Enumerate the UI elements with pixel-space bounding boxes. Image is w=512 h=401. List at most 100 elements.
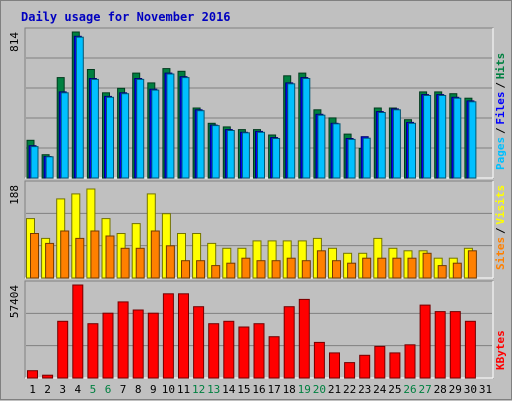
x-tick-label-day-18: 18 (283, 383, 296, 396)
x-tick-label-day-8: 8 (135, 383, 142, 396)
bar-kbytes-day-2 (42, 374, 54, 379)
bar-kbytes-day-16 (253, 323, 265, 379)
bar-pages-day-18 (287, 83, 296, 179)
bar-sites-day-2 (45, 242, 55, 279)
bar-sites-day-28 (437, 265, 447, 279)
bar-sites-day-24 (377, 257, 387, 279)
bar-sites-day-4 (75, 237, 85, 279)
x-tick-label-day-25: 25 (388, 383, 401, 396)
bar-sites-day-1 (30, 233, 39, 279)
bar-kbytes-day-1 (27, 370, 38, 379)
x-tick-label-day-27: 27 (418, 383, 431, 396)
x-tick-label-day-4: 4 (74, 383, 81, 396)
bar-kbytes-day-11 (178, 293, 189, 379)
x-tick-label-day-21: 21 (328, 383, 341, 396)
bar-kbytes-day-30 (464, 320, 476, 379)
bar-sites-day-26 (407, 257, 417, 279)
x-tick-label-day-7: 7 (120, 383, 127, 396)
x-tick-label-day-29: 29 (449, 383, 462, 396)
bar-kbytes-day-19 (298, 298, 310, 379)
bar-sites-day-27 (422, 252, 432, 279)
x-tick-label-day-20: 20 (313, 383, 326, 396)
bar-pages-day-9 (151, 89, 160, 179)
bar-sites-day-19 (301, 260, 311, 279)
bar-kbytes-day-27 (419, 304, 431, 379)
bar-sites-day-17 (271, 260, 281, 279)
bar-kbytes-day-25 (389, 352, 401, 379)
bar-kbytes-day-15 (238, 326, 250, 379)
bar-pages-day-23 (362, 137, 371, 179)
bar-pages-day-14 (226, 130, 235, 179)
x-tick-label-day-17: 17 (267, 383, 280, 396)
legend-label-sites: Sites (494, 237, 507, 270)
bar-pages-day-20 (317, 114, 326, 179)
panel-hits_files_pages-ymax-label: 814 (8, 32, 21, 52)
x-tick-label-day-6: 6 (105, 383, 112, 396)
bar-sites-day-21 (332, 260, 341, 279)
bar-sites-day-12 (196, 260, 206, 279)
bar-pages-day-6 (106, 96, 114, 179)
bar-kbytes-day-17 (268, 336, 280, 379)
x-tick-label-day-28: 28 (434, 383, 447, 396)
bar-sites-day-6 (105, 235, 115, 279)
bar-pages-day-27 (423, 95, 432, 179)
bar-kbytes-day-14 (223, 320, 235, 379)
x-tick-label-day-10: 10 (162, 383, 175, 396)
bar-pages-day-2 (45, 156, 54, 179)
bar-kbytes-day-8 (132, 309, 144, 379)
bar-pages-day-21 (332, 123, 341, 179)
bar-pages-day-19 (302, 78, 311, 179)
bar-kbytes-day-22 (344, 362, 356, 379)
bar-kbytes-day-9 (147, 312, 159, 379)
chart-title: Daily usage for November 2016 (21, 10, 231, 24)
bar-pages-day-11 (181, 77, 190, 179)
bar-sites-day-9 (150, 230, 160, 279)
x-tick-label-day-16: 16 (252, 383, 265, 396)
x-tick-label-day-24: 24 (373, 383, 387, 396)
bar-sites-day-7 (120, 247, 130, 279)
x-tick-label-day-22: 22 (343, 383, 356, 396)
bar-kbytes-day-18 (283, 306, 295, 379)
legend-separator: / (494, 127, 507, 134)
bar-kbytes-day-6 (102, 312, 114, 379)
x-tick-label-day-19: 19 (298, 383, 311, 396)
x-tick-label-day-1: 1 (29, 383, 36, 396)
bar-kbytes-day-28 (434, 311, 446, 379)
x-tick-label-day-13: 13 (207, 383, 220, 396)
legend-label-files: Files (494, 92, 507, 125)
bar-sites-day-15 (241, 257, 251, 279)
bar-sites-day-20 (316, 250, 326, 279)
bar-kbytes-day-10 (162, 293, 174, 379)
legend-separator: / (494, 227, 507, 234)
bar-sites-day-16 (256, 260, 266, 279)
bar-kbytes-day-3 (57, 320, 69, 379)
bar-pages-day-5 (90, 78, 99, 179)
x-tick-label-day-5: 5 (90, 383, 97, 396)
bar-kbytes-day-21 (329, 352, 340, 379)
bar-kbytes-day-4 (72, 284, 84, 379)
bar-pages-day-3 (60, 92, 69, 179)
bar-pages-day-16 (257, 131, 265, 179)
x-tick-label-day-30: 30 (464, 383, 477, 396)
bar-sites-day-18 (286, 257, 296, 279)
x-tick-label-day-9: 9 (150, 383, 157, 396)
bar-sites-day-25 (392, 257, 402, 279)
bar-pages-day-30 (468, 101, 477, 179)
legend-label-kbytes: KBytes (494, 330, 507, 370)
bar-pages-day-10 (166, 73, 175, 179)
bar-pages-day-1 (30, 146, 39, 179)
legend-label-visits: Visits (494, 185, 507, 225)
bar-sites-day-29 (452, 262, 462, 279)
x-tick-label-day-15: 15 (237, 383, 250, 396)
bar-pages-day-7 (121, 93, 130, 179)
x-tick-label-day-11: 11 (177, 383, 190, 396)
x-tick-label-day-14: 14 (222, 383, 236, 396)
bar-pages-day-8 (136, 78, 145, 179)
bar-sites-day-23 (362, 257, 372, 279)
bar-sites-day-11 (181, 260, 190, 279)
bar-pages-day-25 (392, 109, 401, 179)
bar-sites-day-30 (467, 250, 477, 279)
bar-sites-day-5 (90, 230, 100, 279)
